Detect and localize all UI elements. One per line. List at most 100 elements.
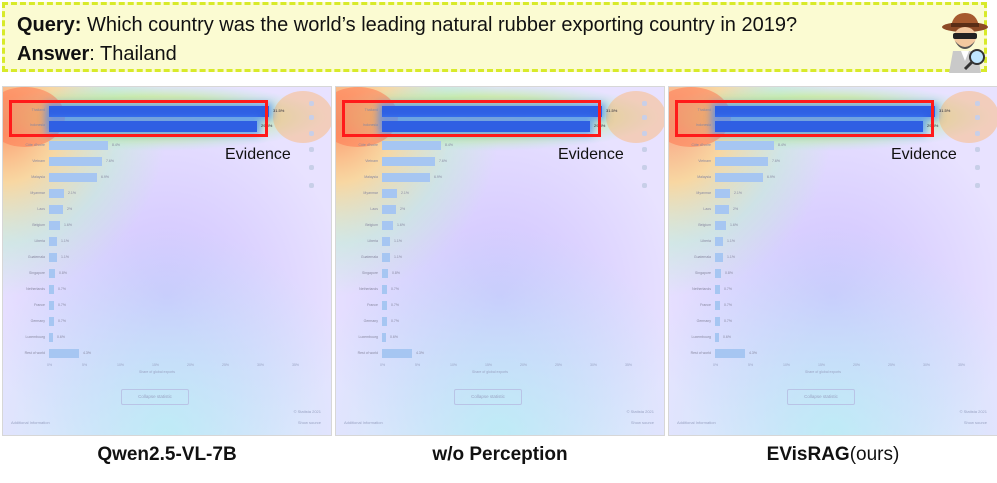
- axis-tick-label: 10%: [783, 363, 791, 367]
- collapse-statistic-button[interactable]: Collapse statistic: [121, 389, 189, 405]
- chart-value-label: 1.6%: [397, 223, 405, 227]
- statista-footer: © Statista 2021 Show source: [627, 409, 654, 425]
- chart-bar: [382, 285, 387, 294]
- chart-bar: [382, 349, 412, 358]
- chart-row-label: Germany: [363, 319, 378, 323]
- chart-value-label: 0.7%: [391, 303, 399, 307]
- side-toolbar-icon: [309, 115, 314, 120]
- axis-title: Share of global exports: [139, 370, 175, 374]
- show-source-link[interactable]: Show source: [630, 420, 654, 425]
- additional-information-link[interactable]: Additional Information: [11, 420, 50, 425]
- axis-tick-label: 0%: [713, 363, 719, 367]
- detective-icon: [942, 13, 988, 73]
- caption-evisrag: EVisRAG(ours): [668, 444, 997, 466]
- side-toolbar-icon: [642, 165, 647, 170]
- copyright-text: © Statista 2021: [626, 409, 654, 414]
- chart-value-label: 7.6%: [439, 159, 447, 163]
- chart-bar: [715, 253, 723, 262]
- side-toolbar-icon: [975, 183, 980, 188]
- chart-row-label: Côte d'Ivoire: [25, 143, 45, 147]
- chart-bar: [49, 173, 97, 182]
- show-source-link[interactable]: Show source: [297, 420, 321, 425]
- side-toolbar-icon: [642, 131, 647, 136]
- side-toolbar-icon: [975, 101, 980, 106]
- axis-tick-label: 35%: [958, 363, 966, 367]
- chart-value-label: 0.8%: [725, 271, 733, 275]
- chart-row-label: Guatemala: [693, 255, 711, 259]
- axis-title: Share of global exports: [472, 370, 508, 374]
- chart-value-label: 4.3%: [83, 351, 91, 355]
- collapse-statistic-button[interactable]: Collapse statistic: [454, 389, 522, 405]
- copyright-text: © Statista 2021: [959, 409, 987, 414]
- chart-value-label: 2%: [67, 207, 73, 211]
- query-line: Query: Which country was the world’s lea…: [17, 14, 797, 37]
- chart-row-label: Malaysia: [364, 175, 378, 179]
- axis-tick-label: 5%: [82, 363, 88, 367]
- chart-row-label: Vietnam: [698, 159, 711, 163]
- chart-bar: [715, 157, 768, 166]
- show-source-link[interactable]: Show source: [963, 420, 987, 425]
- chart-bar: [49, 317, 54, 326]
- chart-row-label: Germany: [30, 319, 45, 323]
- heatmap-panel-evisrag: Thailand 31.5% Indonesia 29.8% Côte d'Ivoire…: [668, 86, 997, 436]
- chart-row-label: Rest of world: [24, 351, 45, 355]
- chart-row-label: Indonesia: [695, 123, 711, 127]
- chart-bar: [49, 121, 257, 132]
- chart-bar: [382, 141, 441, 150]
- chart-row-label: Laos: [37, 207, 45, 211]
- chart-bar: [715, 121, 923, 132]
- chart-bar: [382, 301, 387, 310]
- chart-value-label: 2%: [733, 207, 739, 211]
- chart-bar: [49, 205, 63, 214]
- chart-bar: [49, 253, 57, 262]
- chart-bar: [715, 106, 935, 117]
- chart-value-label: 0.7%: [391, 287, 399, 291]
- side-toolbar-icon: [975, 131, 980, 136]
- axis-tick-label: 15%: [152, 363, 160, 367]
- chart-value-label: 31.5%: [939, 108, 951, 113]
- chart-bar: [715, 173, 763, 182]
- axis-tick-label: 0%: [47, 363, 53, 367]
- axis-tick-label: 5%: [415, 363, 421, 367]
- caption-bold: w/o Perception: [432, 444, 568, 465]
- chart-row-label: Côte d'Ivoire: [691, 143, 711, 147]
- chart-bar: [49, 221, 60, 230]
- chart-bar: [715, 285, 720, 294]
- caption-bold: Qwen2.5-VL-7B: [97, 444, 237, 465]
- axis-tick-label: 30%: [590, 363, 598, 367]
- chart-row-label: Germany: [696, 319, 711, 323]
- side-toolbar-icon: [309, 165, 314, 170]
- side-toolbar-icon: [642, 101, 647, 106]
- chart-row-label: Netherlands: [26, 287, 45, 291]
- chart-row-label: France: [700, 303, 711, 307]
- chart-row-label: Laos: [703, 207, 711, 211]
- chart-row-label: Luxembourg: [25, 335, 45, 339]
- chart-value-label: 8.4%: [445, 143, 453, 147]
- side-toolbar-icon: [975, 147, 980, 152]
- chart-row-label: Singapore: [362, 271, 378, 275]
- chart-bar: [382, 317, 387, 326]
- chart-bar: [49, 189, 64, 198]
- chart-value-label: 0.7%: [724, 287, 732, 291]
- chart-value-label: 1.6%: [64, 223, 72, 227]
- axis-tick-label: 10%: [117, 363, 125, 367]
- chart-row-label: Indonesia: [362, 123, 378, 127]
- additional-information-link[interactable]: Additional Information: [344, 420, 383, 425]
- side-toolbar-icon: [975, 165, 980, 170]
- chart-bar: [715, 205, 729, 214]
- chart-bar: [715, 301, 720, 310]
- chart-value-label: 1.1%: [394, 239, 402, 243]
- answer-separator: :: [89, 43, 95, 65]
- chart-bar: [382, 253, 390, 262]
- chart-row-label: France: [34, 303, 45, 307]
- chart-bar: [49, 157, 102, 166]
- chart-bar: [382, 121, 590, 132]
- chart-bar: [715, 349, 745, 358]
- chart-value-label: 0.6%: [57, 335, 65, 339]
- chart-value-label: 31.5%: [606, 108, 618, 113]
- collapse-statistic-button[interactable]: Collapse statistic: [787, 389, 855, 405]
- evidence-label: Evidence: [225, 146, 291, 163]
- axis-tick-label: 5%: [748, 363, 754, 367]
- chart-row-label: Guatemala: [360, 255, 378, 259]
- additional-information-link[interactable]: Additional Information: [677, 420, 716, 425]
